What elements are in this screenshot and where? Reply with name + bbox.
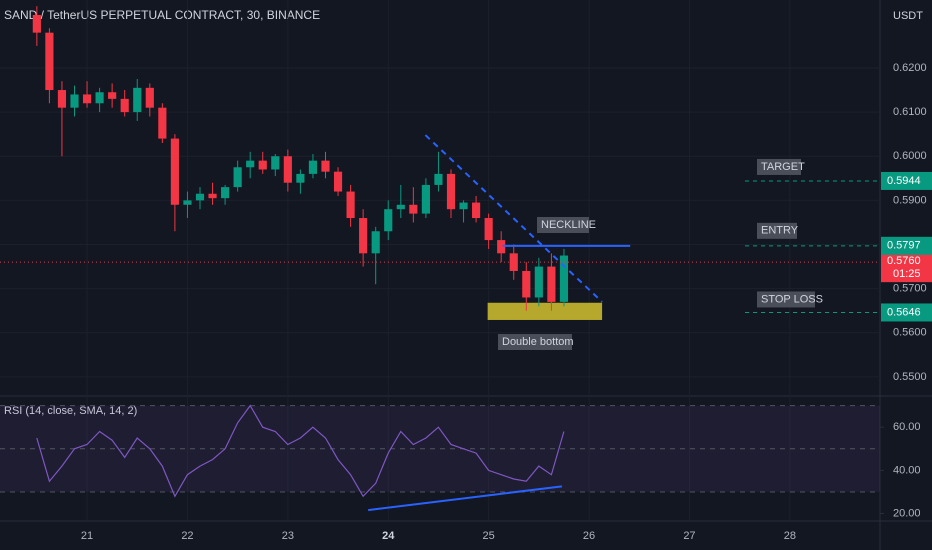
trend-line (368, 485, 563, 512)
rsi-tick-label: 40.00 (893, 464, 921, 476)
candle-body (233, 167, 242, 188)
candle-body (497, 240, 506, 254)
candle-body (108, 92, 117, 99)
candle-body (359, 218, 368, 254)
candle-body (271, 156, 280, 170)
candle-body (384, 209, 393, 232)
level-label: 0.5944 (887, 175, 921, 187)
candle-body (421, 184, 430, 214)
last-price-label: 0.5760 (887, 255, 921, 267)
annotation-bg (537, 217, 589, 233)
candle-body (32, 15, 41, 33)
candle-body (183, 200, 192, 205)
candle-body (396, 204, 405, 210)
candle-body (321, 160, 330, 172)
candle-body (145, 87, 154, 108)
candle-body (446, 173, 456, 210)
annotation: NECKLINE (541, 219, 596, 231)
candle-body (170, 138, 179, 205)
candle-body (296, 173, 305, 183)
rsi-tick-label: 60.00 (893, 421, 921, 433)
level-badge (881, 303, 932, 322)
candle-body (522, 270, 531, 298)
candle-body (221, 187, 230, 199)
candle-body (308, 160, 318, 174)
level-label: 0.5797 (887, 240, 921, 252)
x-tick-label: 21 (81, 530, 93, 542)
candle-body (409, 204, 418, 214)
candle-body (133, 87, 142, 113)
candle-body (346, 191, 355, 219)
trend-line (424, 134, 603, 303)
candle-body (534, 266, 543, 298)
y-tick-label: 0.5500 (893, 371, 927, 383)
rsi-title: RSI (14, close, SMA, 14, 2) (4, 405, 137, 417)
level-name: ENTRY (761, 225, 799, 237)
x-tick-label: 25 (483, 530, 495, 542)
candle-body (95, 92, 104, 104)
candle-body (208, 193, 217, 199)
symbol-title: SAND / TetherUS PERPETUAL CONTRACT, 30, … (4, 8, 320, 22)
rsi-tick-label: 20.00 (893, 507, 921, 519)
y-tick-label: 0.6000 (893, 150, 927, 162)
candle-body (547, 266, 556, 302)
candle-body (57, 90, 67, 108)
x-tick-label: 27 (683, 530, 695, 542)
y-tick-label: 0.5600 (893, 327, 927, 339)
candle-body (158, 107, 167, 139)
y-tick-label: 0.5700 (893, 283, 927, 295)
annotation-bg (498, 334, 572, 350)
currency-label: USDT (893, 10, 923, 22)
candle-body (283, 156, 292, 183)
level-name: TARGET (761, 161, 805, 173)
y-tick-label: 0.6100 (893, 106, 927, 118)
candle-body (45, 32, 54, 91)
level-badge (881, 171, 932, 190)
candle-body (120, 98, 129, 113)
level-name-bg (757, 158, 801, 175)
countdown-label: 01:25 (893, 268, 921, 280)
x-tick-label: 24 (382, 530, 395, 542)
candle-body (459, 202, 468, 210)
y-tick-label: 0.5900 (893, 194, 927, 206)
candle-body (371, 231, 380, 254)
last-price-badge (881, 252, 932, 283)
candle-body (509, 253, 518, 271)
candle-body (258, 160, 267, 170)
level-label: 0.5646 (887, 306, 921, 318)
candle-body (472, 202, 481, 219)
candle-body (246, 160, 255, 168)
x-tick-label: 28 (784, 530, 796, 542)
x-tick-label: 23 (282, 530, 294, 542)
annotation: Double bottom (502, 336, 574, 348)
level-name-bg (757, 222, 797, 239)
level-name: STOP LOSS (761, 293, 823, 305)
level-badge (881, 236, 932, 255)
rsi-line (36, 404, 565, 498)
x-tick-label: 26 (583, 530, 595, 542)
candle-body (333, 171, 343, 192)
candle-body (195, 193, 205, 201)
zone (487, 302, 603, 320)
y-tick-label: 0.6200 (893, 62, 927, 74)
candle-body (434, 173, 443, 185)
level-name-bg (757, 291, 815, 308)
x-tick-label: 22 (181, 530, 193, 542)
candle-body (484, 218, 493, 241)
candle-body (559, 255, 569, 302)
candle-body (70, 94, 79, 108)
candle-body (82, 94, 92, 104)
